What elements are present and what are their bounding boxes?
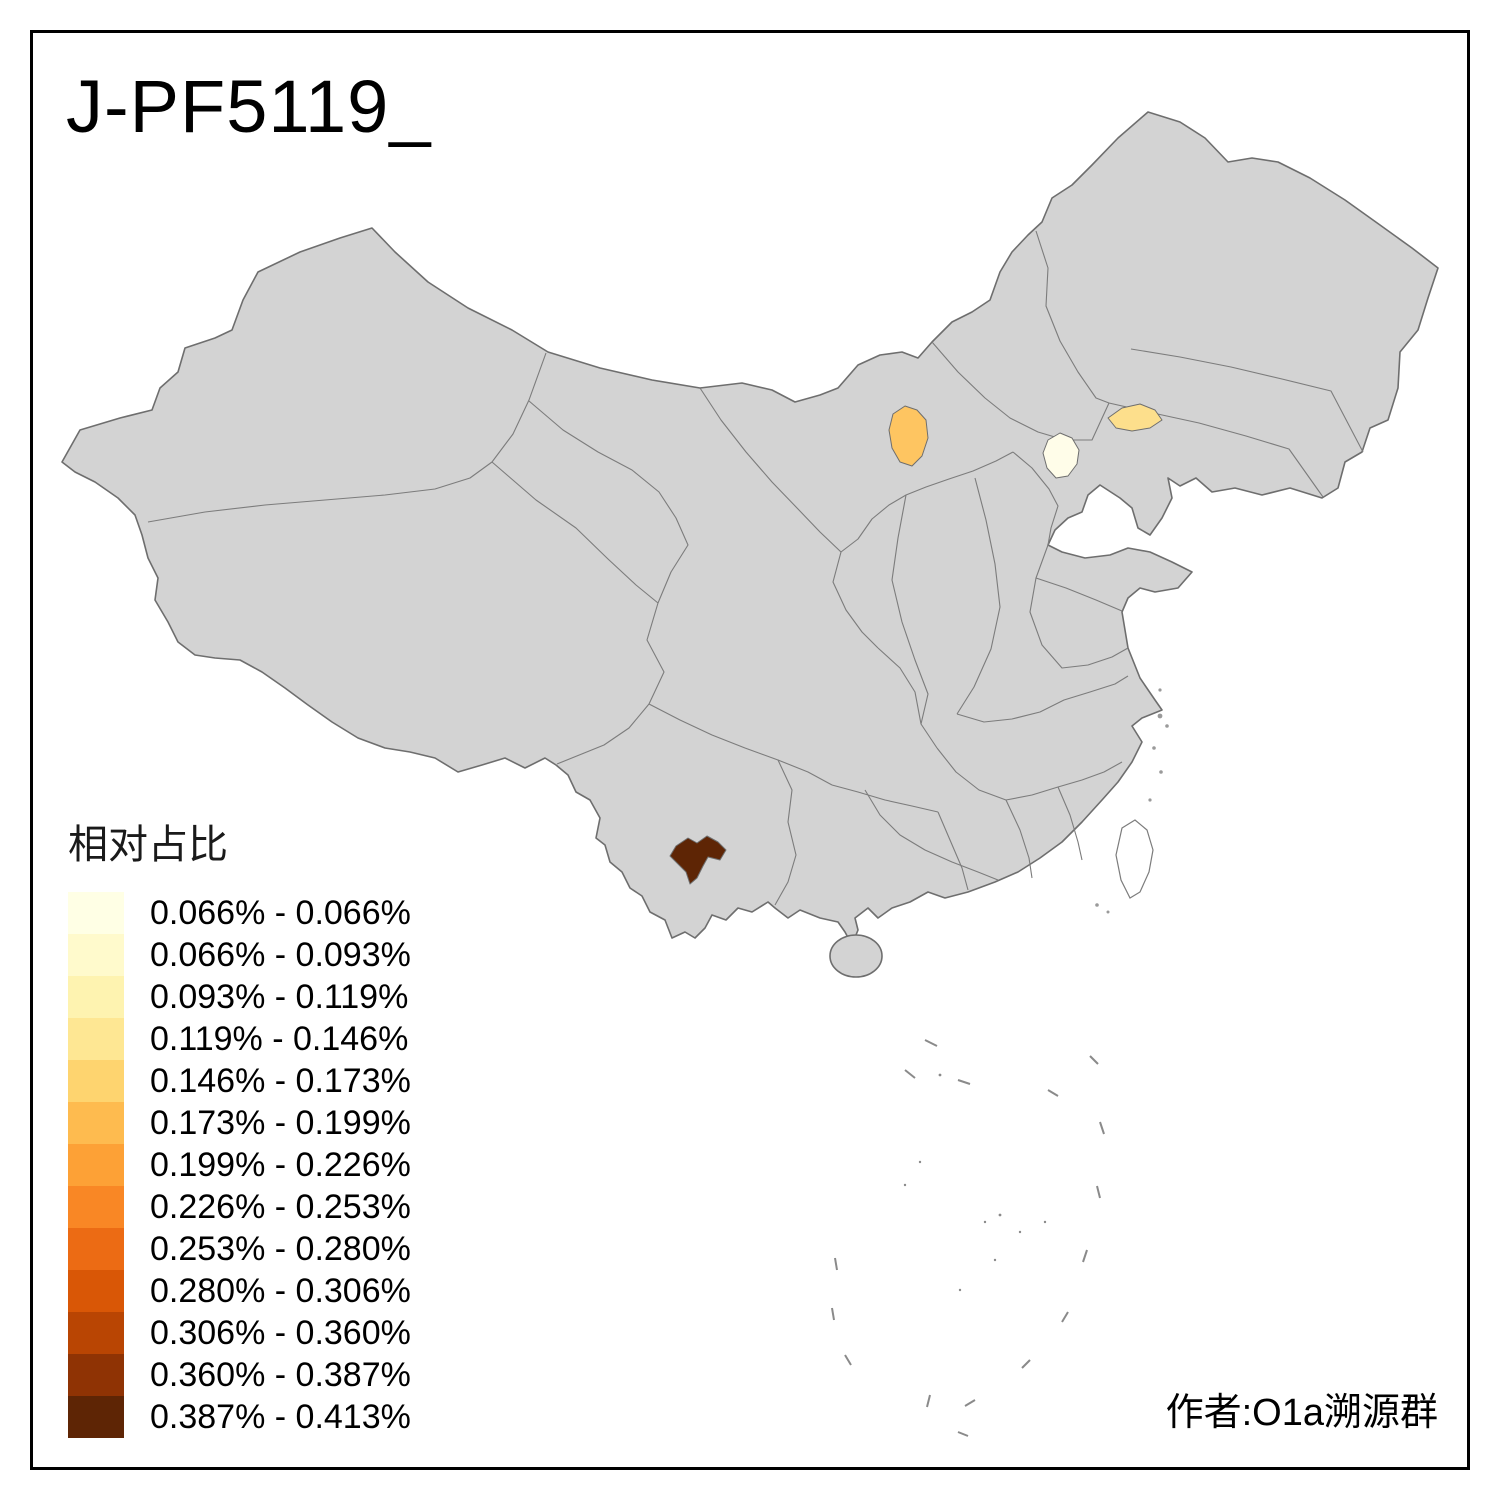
legend-item: 0.253% - 0.280% bbox=[68, 1228, 411, 1270]
legend-swatch bbox=[68, 1186, 124, 1228]
legend-swatch bbox=[68, 1354, 124, 1396]
legend-title: 相对占比 bbox=[68, 823, 228, 867]
south-china-sea-dashes bbox=[831, 1039, 1105, 1437]
legend-item: 0.173% - 0.199% bbox=[68, 1102, 411, 1144]
legend-item: 0.226% - 0.253% bbox=[68, 1186, 411, 1228]
legend-item: 0.387% - 0.413% bbox=[68, 1396, 411, 1438]
legend-swatch bbox=[68, 1228, 124, 1270]
mainland-shape bbox=[61, 111, 1439, 946]
legend-label: 0.066% - 0.093% bbox=[150, 935, 411, 974]
legend-item: 0.360% - 0.387% bbox=[68, 1354, 411, 1396]
highlight-inner-mongolia-region bbox=[888, 405, 929, 467]
legend-label: 0.146% - 0.173% bbox=[150, 1061, 411, 1100]
legend-label: 0.119% - 0.146% bbox=[150, 1019, 409, 1058]
author-credit: 作者:O1a溯源群 bbox=[1165, 1392, 1438, 1434]
legend-label: 0.199% - 0.226% bbox=[150, 1145, 411, 1184]
legend-item: 0.199% - 0.226% bbox=[68, 1144, 411, 1186]
legend-item: 0.146% - 0.173% bbox=[68, 1060, 411, 1102]
legend-swatch bbox=[68, 1396, 124, 1438]
legend-label: 0.226% - 0.253% bbox=[150, 1187, 411, 1226]
page-title: J-PF5119_ bbox=[66, 65, 432, 148]
highlight-liaoning-region bbox=[1107, 403, 1163, 432]
legend-item: 0.066% - 0.066% bbox=[68, 892, 411, 934]
highlight-yunnan-region bbox=[669, 835, 727, 885]
legend-swatch bbox=[68, 1018, 124, 1060]
legend-swatch bbox=[68, 1270, 124, 1312]
legend-label: 0.280% - 0.306% bbox=[150, 1271, 411, 1310]
legend-label: 0.093% - 0.119% bbox=[150, 977, 409, 1016]
legend-swatch bbox=[68, 1144, 124, 1186]
legend-label: 0.253% - 0.280% bbox=[150, 1229, 411, 1268]
legend-item: 0.280% - 0.306% bbox=[68, 1270, 411, 1312]
taiwan-island bbox=[1115, 819, 1154, 899]
legend-swatch bbox=[68, 1060, 124, 1102]
legend-label: 0.306% - 0.360% bbox=[150, 1313, 411, 1352]
legend-item: 0.119% - 0.146% bbox=[68, 1018, 411, 1060]
highlight-beijing-region bbox=[1042, 432, 1080, 479]
legend-label: 0.173% - 0.199% bbox=[150, 1103, 411, 1142]
legend-label: 0.387% - 0.413% bbox=[150, 1397, 411, 1436]
legend-item: 0.066% - 0.093% bbox=[68, 934, 411, 976]
legend-swatch bbox=[68, 934, 124, 976]
legend-swatch bbox=[68, 892, 124, 934]
legend-label: 0.360% - 0.387% bbox=[150, 1355, 411, 1394]
legend: 相对占比 0.066% - 0.066% 0.066% - 0.093% 0.0… bbox=[68, 812, 411, 1438]
legend-item: 0.306% - 0.360% bbox=[68, 1312, 411, 1354]
coastal-islands bbox=[1095, 688, 1169, 914]
legend-item: 0.093% - 0.119% bbox=[68, 976, 411, 1018]
legend-swatch bbox=[68, 976, 124, 1018]
legend-label: 0.066% - 0.066% bbox=[150, 893, 411, 932]
hainan-island bbox=[829, 934, 883, 978]
legend-swatch bbox=[68, 1102, 124, 1144]
legend-swatch bbox=[68, 1312, 124, 1354]
